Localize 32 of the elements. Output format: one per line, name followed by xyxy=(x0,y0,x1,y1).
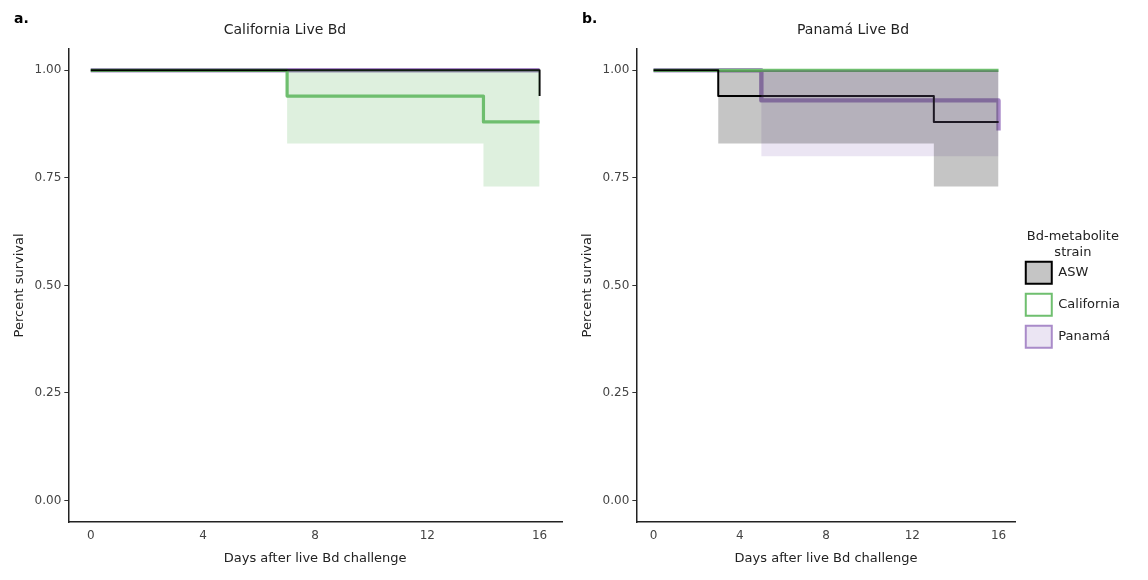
x-tick-label: 0 xyxy=(649,528,658,543)
x-axis-title: Days after live Bd challenge xyxy=(734,549,918,565)
y-tick-label: 1.00 xyxy=(602,62,630,77)
y-tick-label: 0.25 xyxy=(602,385,630,400)
y-tick-label: 0.25 xyxy=(34,385,62,400)
chart-title: Panamá Live Bd xyxy=(796,21,910,38)
y-tick-label: 0.50 xyxy=(602,277,630,292)
text: a. xyxy=(14,10,29,26)
y-tick-label: 0.00 xyxy=(602,492,630,507)
legend-label: California xyxy=(1058,296,1120,312)
y-tick-label: 0.00 xyxy=(34,492,62,507)
y-axis-title: Percent survival xyxy=(579,233,595,338)
x-axis-title: Days after live Bd challenge xyxy=(223,549,407,565)
y-tick-label: 0.75 xyxy=(602,169,630,184)
x-tick-label: 4 xyxy=(199,528,207,543)
text: b. xyxy=(582,10,598,26)
x-tick-label: 16 xyxy=(531,528,548,543)
chart-title: California Live Bd xyxy=(223,21,347,38)
y-tick-label: 0.75 xyxy=(34,169,62,184)
legend-label: Panamá xyxy=(1058,328,1111,344)
y-tick-label: 0.50 xyxy=(34,277,62,292)
x-tick-label: 12 xyxy=(904,528,920,543)
x-tick-label: 4 xyxy=(735,528,744,543)
y-tick-label: 1.00 xyxy=(34,62,62,77)
legend-label: ASW xyxy=(1058,264,1089,280)
x-tick-label: 8 xyxy=(311,528,319,543)
x-tick-label: 8 xyxy=(822,528,830,543)
x-tick-label: 0 xyxy=(86,528,95,543)
y-axis-title: Percent survival xyxy=(11,233,27,338)
x-tick-label: 16 xyxy=(990,528,1007,543)
x-tick-label: 12 xyxy=(419,528,435,543)
legend-title: Bd-metabolite strain xyxy=(1026,228,1119,259)
